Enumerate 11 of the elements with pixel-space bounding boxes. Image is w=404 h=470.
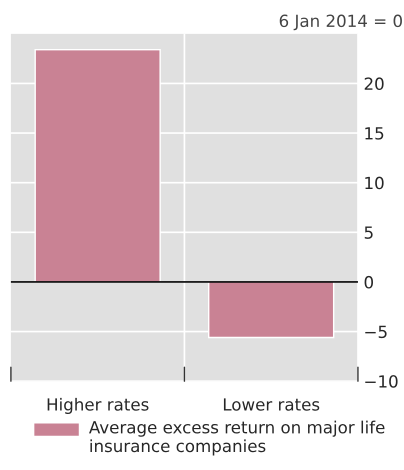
y-tick-label: 15	[365, 127, 384, 140]
y-tick-label: −10	[365, 375, 398, 388]
x-tick-label: Higher rates	[48, 398, 148, 414]
x-tick-label: Lower rates	[224, 398, 320, 411]
y-tick-label: 0	[364, 276, 373, 288]
y-tick-label: −5	[365, 326, 387, 338]
y-tick-label: 5	[364, 226, 373, 239]
y-tick-label: 10	[365, 176, 384, 190]
y-axis-title: 6 Jan 2014 = 0	[280, 14, 402, 30]
y-tick-label: 20	[364, 77, 384, 90]
legend-label: Average excess return on major life insurance companies	[89, 420, 384, 456]
